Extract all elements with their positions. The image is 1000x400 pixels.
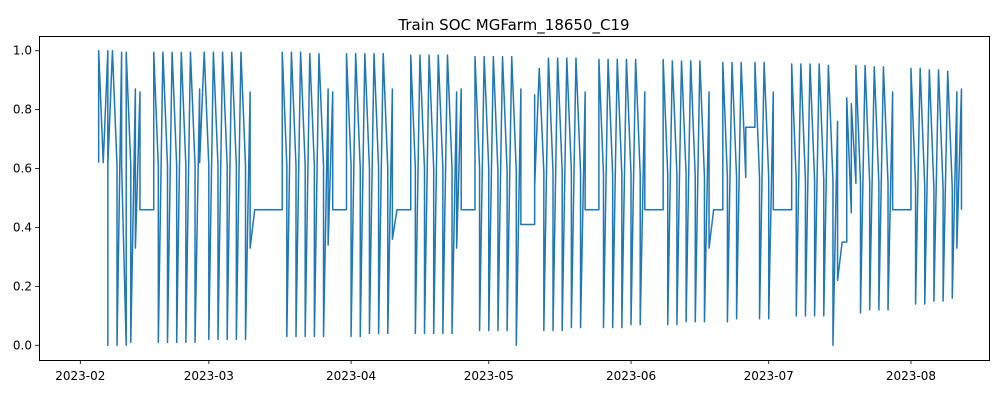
y-tick-label: 0.0 [13,338,32,352]
y-tick-label: 0.6 [13,162,32,176]
x-tick-label: 2023-05 [464,369,514,383]
y-axis: 0.0 0.2 0.4 0.6 0.8 1.0 [13,44,39,352]
y-tick-label: 1.0 [13,44,32,58]
series-line-0 [97,49,963,347]
x-tick-label: 2023-04 [326,369,376,383]
x-axis: 2023-02 2023-03 2023-04 2023-05 2023-06 2023-… [55,360,936,383]
y-tick-label: 0.8 [13,103,32,117]
x-tick-label: 2023-02 [55,369,105,383]
y-tick-label: 0.4 [13,220,32,234]
x-tick-label: 2023-08 [886,369,936,383]
x-tick-label: 2023-03 [184,369,234,383]
x-tick-label: 2023-07 [744,369,794,383]
plot-area [97,49,963,347]
y-tick-label: 0.2 [13,279,32,293]
chart-title: Train SOC MGFarm_18650_C19 [397,16,629,35]
x-tick-label: 2023-06 [606,369,656,383]
plot-frame [39,36,990,361]
